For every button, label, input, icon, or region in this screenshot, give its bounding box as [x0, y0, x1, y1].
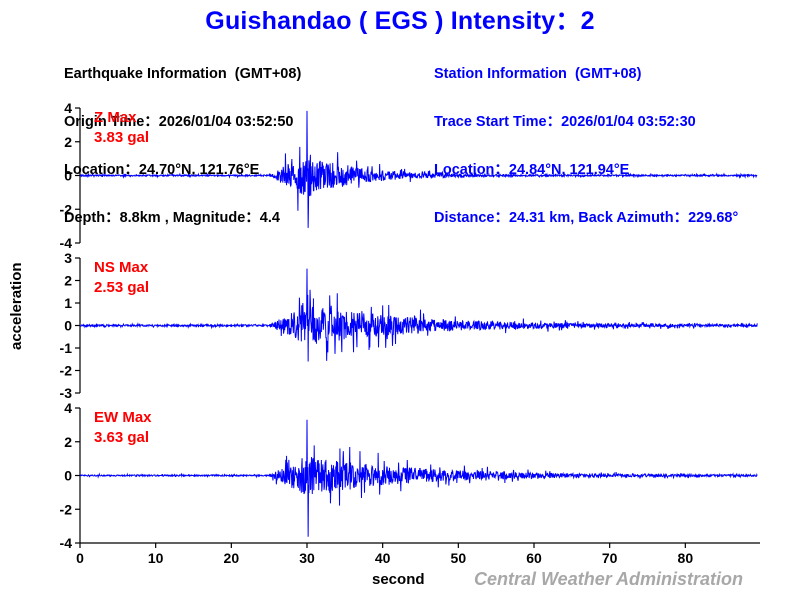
x-tick-label: 50 — [451, 550, 467, 566]
ns-max-label: NS Max 2.53 gal — [94, 258, 149, 298]
ew-max-label: EW Max 3.63 gal — [94, 408, 152, 448]
x-tick-label: 0 — [76, 550, 84, 566]
x-tick-label: 20 — [224, 550, 240, 566]
credit-text: Central Weather Administration — [474, 569, 744, 589]
earthquake-info: Earthquake Information (GMT+08) Origin T… — [64, 34, 301, 242]
y-tick-label: 1 — [64, 295, 72, 311]
x-tick-label: 60 — [526, 550, 542, 566]
y-tick-label: -2 — [60, 201, 73, 217]
y-tick-label: -2 — [60, 363, 73, 379]
y-tick-label: -2 — [60, 501, 73, 517]
epicenter-location: Location：24.70°N, 121.76°E — [64, 162, 260, 178]
x-tick-label: 70 — [602, 550, 618, 566]
y-tick-label: 4 — [64, 400, 72, 416]
trace-start-time: Trace Start Time：2026/01/04 03:52:30 — [434, 114, 696, 130]
x-tick-label: 80 — [678, 550, 694, 566]
waveform-trace-z — [79, 110, 758, 228]
ns-max-title: NS Max — [94, 259, 149, 276]
y-tick-label: 0 — [64, 468, 72, 484]
ew-max-value: 3.63 gal — [94, 429, 150, 446]
ns-max-value: 2.53 gal — [94, 279, 150, 296]
station-info-heading: Station Information (GMT+08) — [434, 66, 642, 82]
y-tick-label: -1 — [60, 340, 73, 356]
x-axis: 0 10 20 30 40 50 60 70 80 — [76, 542, 760, 566]
y-tick-label: 3 — [64, 250, 72, 266]
waveform-trace-ew — [79, 419, 758, 537]
origin-time: Origin Time：2026/01/04 03:52:50 — [64, 114, 294, 130]
distance-azimuth: Distance：24.31 km, Back Azimuth：229.68° — [434, 210, 739, 226]
x-axis-label: second — [372, 571, 425, 588]
y-tick-label: -4 — [60, 535, 73, 551]
depth-magnitude: Depth：8.8km , Magnitude：4.4 — [64, 210, 280, 226]
waveform-trace-ns — [79, 268, 758, 362]
y-tick-label: -3 — [60, 385, 73, 401]
panel-z: 4 2 0 -2 -4 — [60, 100, 758, 251]
z-max-title: Z Max — [94, 109, 137, 126]
x-tick-label: 10 — [148, 550, 164, 566]
y-tick-label: 2 — [64, 273, 72, 289]
station-info: Station Information (GMT+08) Trace Start… — [434, 34, 738, 242]
y-axis-label: acceleration — [8, 262, 25, 350]
y-tick-label: 2 — [64, 134, 72, 150]
x-tick-label: 40 — [375, 550, 391, 566]
ew-max-title: EW Max — [94, 409, 152, 426]
y-tick-label: 2 — [64, 434, 72, 450]
y-tick-label: 0 — [64, 318, 72, 334]
y-tick-label: 4 — [64, 100, 72, 116]
y-tick-label: -4 — [60, 235, 73, 251]
earthquake-info-heading: Earthquake Information (GMT+08) — [64, 66, 302, 82]
x-tick-label: 30 — [299, 550, 315, 566]
y-tick-label: 0 — [64, 168, 72, 184]
panel-ew: 4 2 0 -2 -4 — [60, 400, 758, 551]
z-max-value: 3.83 gal — [94, 129, 150, 146]
page-title: Guishandao ( EGS ) Intensity：2 — [205, 7, 595, 35]
panel-ns: 3 2 1 0 -1 -2 -3 — [60, 250, 758, 401]
z-max-label: Z Max 3.83 gal — [94, 108, 149, 148]
